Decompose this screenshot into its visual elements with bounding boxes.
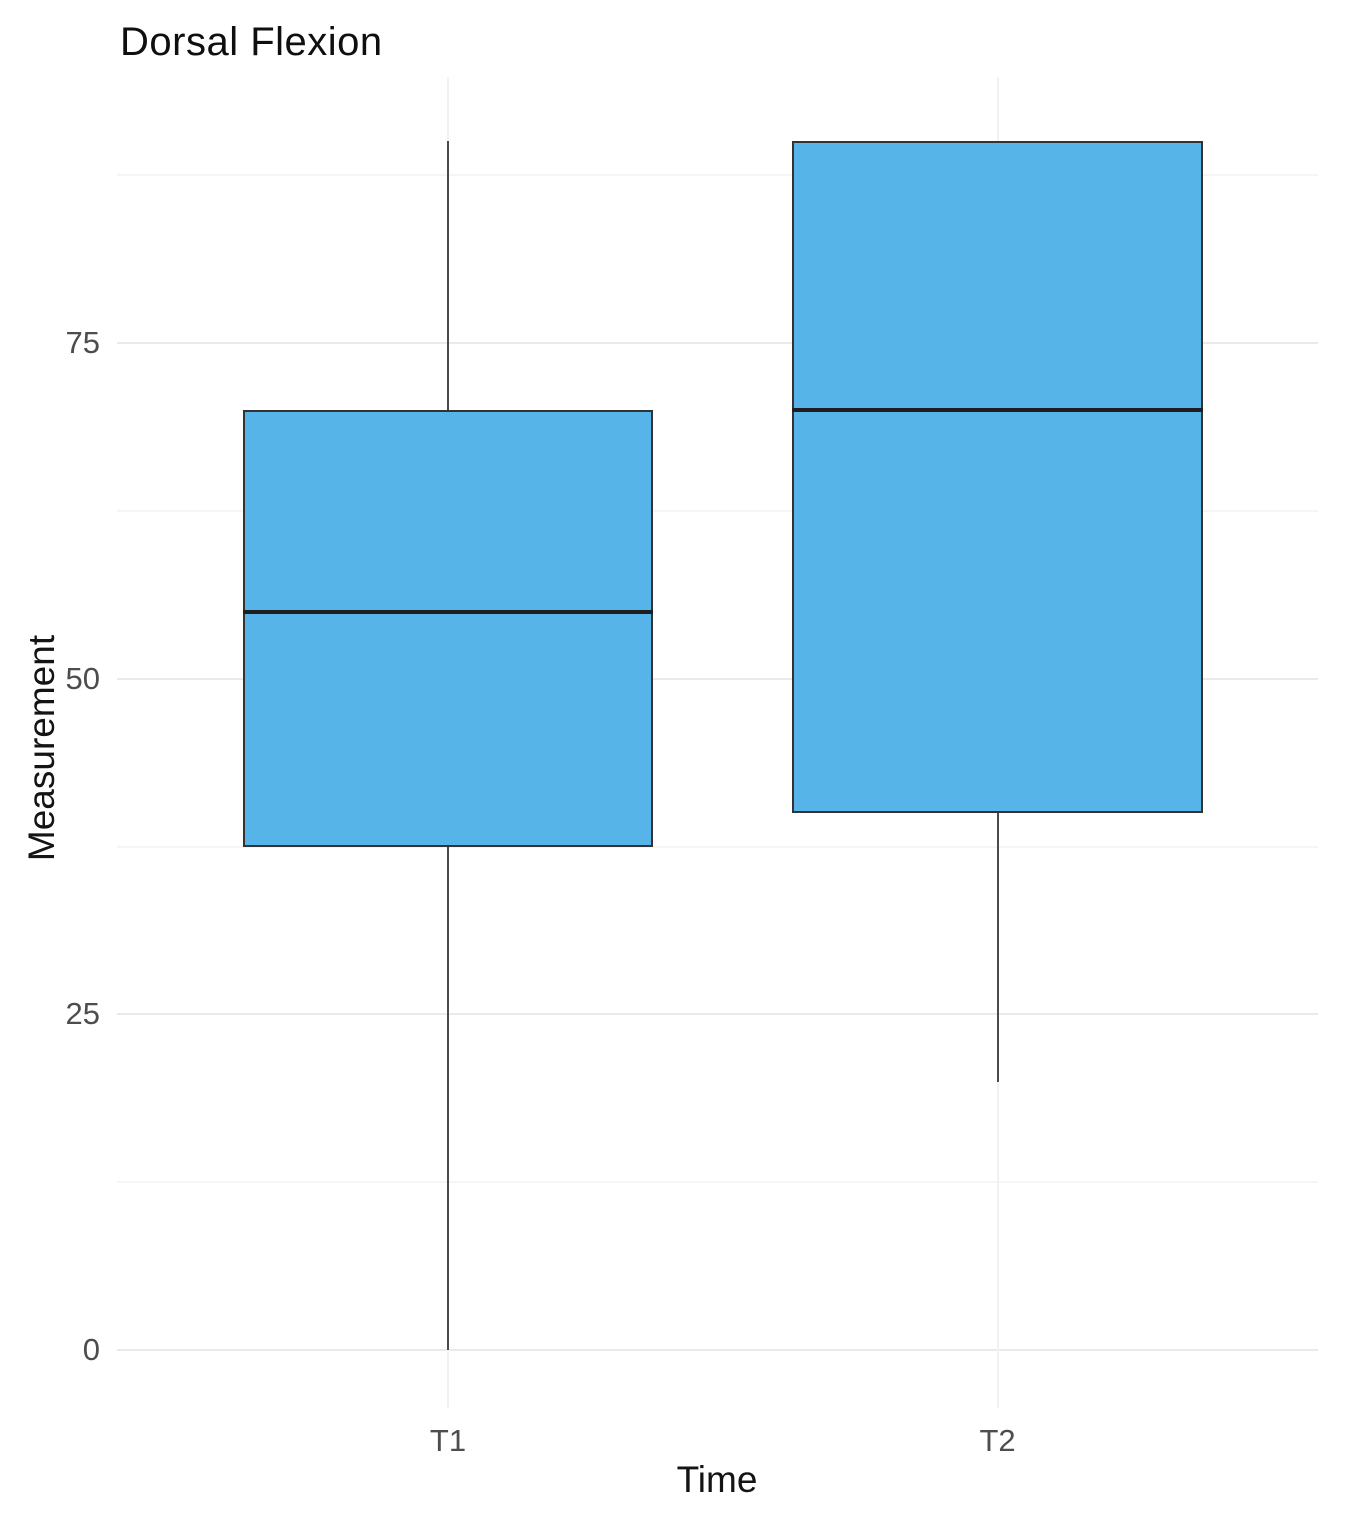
x-tick-label-T1: T1: [429, 1423, 467, 1458]
upper-whisker-T1: [446, 141, 449, 411]
gridline-minor: [117, 509, 1318, 512]
gridline-minor: [117, 174, 1318, 177]
gridline-major: [117, 677, 1318, 680]
median-line-T2: [792, 408, 1203, 413]
gridline-major: [117, 1013, 1318, 1016]
x-axis-title: Time: [676, 1459, 758, 1500]
y-tick-label: 0: [82, 1332, 100, 1368]
gridline-minor: [117, 1181, 1318, 1184]
plot-panel: 0 25 50 75 T1 T2: [66, 77, 1318, 1458]
gridline-major: [117, 1349, 1318, 1352]
lower-whisker-T1: [446, 846, 449, 1351]
median-line-T1: [242, 609, 654, 614]
lower-whisker-T2: [996, 813, 999, 1082]
x-tick-label-T2: T2: [979, 1423, 1016, 1458]
y-tick-label: 75: [65, 324, 100, 360]
box-T1: [242, 410, 654, 847]
y-tick-label: 25: [65, 996, 100, 1032]
y-tick-label: 50: [65, 660, 100, 696]
chart-title: Dorsal Flexion: [120, 20, 383, 64]
gridline-minor: [117, 845, 1318, 848]
gridline-major: [117, 341, 1318, 344]
box-T2: [792, 141, 1203, 813]
